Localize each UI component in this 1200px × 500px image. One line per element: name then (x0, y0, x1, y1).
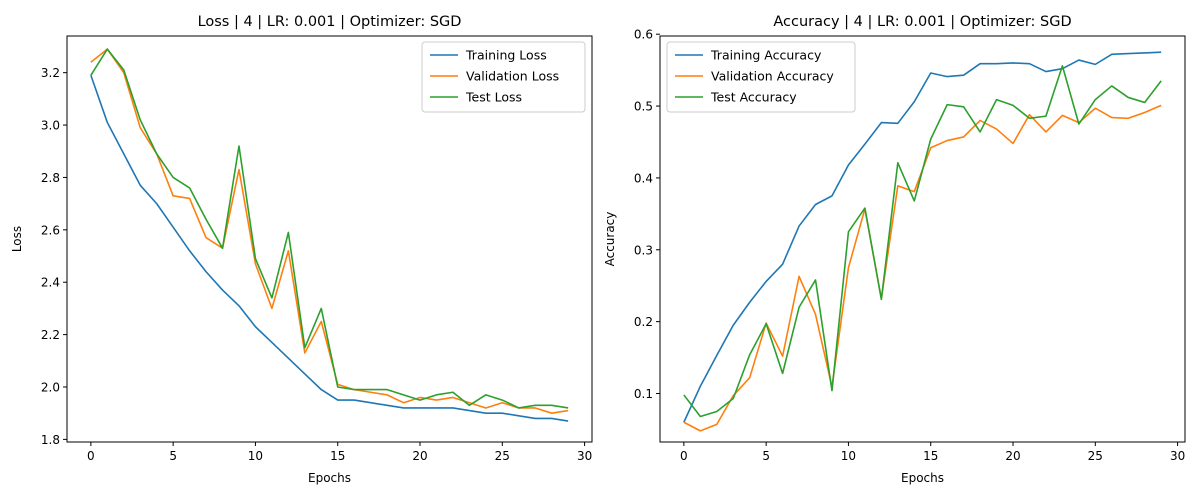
loss-chart: Loss | 4 | LR: 0.001 | Optimizer: SGD Ep… (10, 14, 593, 485)
loss-chart-xtick-label: 30 (577, 449, 592, 463)
loss-chart-xtick-label: 15 (330, 449, 345, 463)
loss-chart-series-line-2 (90, 48, 569, 414)
accuracy-chart-xtick-label: 15 (923, 449, 938, 463)
loss-chart-ylabel: Loss (10, 226, 24, 252)
loss-chart-xtick-label: 10 (248, 449, 263, 463)
accuracy-chart-ytick-label: 0.5 (634, 100, 653, 114)
accuracy-chart-ytick-label: 0.3 (634, 243, 653, 257)
accuracy-chart-xtick-label: 0 (680, 449, 688, 463)
accuracy-chart-xtick-label: 20 (1005, 449, 1020, 463)
loss-chart-ytick-label: 2.4 (41, 276, 60, 290)
loss-chart-series-line-1 (90, 75, 569, 422)
accuracy-chart-xtick-label: 25 (1088, 449, 1103, 463)
loss-chart-series (90, 48, 569, 422)
accuracy-chart-frame (659, 35, 1186, 443)
loss-chart-ytick-label: 1.8 (41, 433, 60, 447)
loss-chart-legend-label-3: Test Loss (465, 90, 522, 105)
accuracy-chart: Accuracy | 4 | LR: 0.001 | Optimizer: SG… (603, 14, 1186, 485)
loss-chart-frame (66, 35, 593, 443)
accuracy-chart-legend: Training Accuracy Validation Accuracy Test… (666, 41, 856, 113)
loss-chart-series-line-3 (90, 48, 569, 409)
loss-chart-title: Loss | 4 | LR: 0.001 | Optimizer: SGD (198, 14, 462, 30)
accuracy-chart-series-line-1 (683, 51, 1162, 423)
accuracy-chart-title: Accuracy | 4 | LR: 0.001 | Optimizer: SG… (773, 14, 1071, 30)
loss-chart-ytick-label: 2.8 (41, 171, 60, 185)
accuracy-chart-xtick-label: 5 (762, 449, 770, 463)
loss-chart-ytick-label: 2.6 (41, 223, 60, 237)
accuracy-chart-xlabel: Epochs (901, 471, 944, 485)
loss-chart-ytick-label: 3.2 (41, 66, 60, 80)
accuracy-chart-ticks: 0 5 10 15 20 25 30 0.1 0.2 0.3 0.4 0.5 0.6 (634, 28, 1185, 463)
accuracy-chart-legend-box (666, 41, 856, 113)
loss-chart-ytick-label: 3.0 (41, 119, 60, 133)
loss-chart-legend-box (421, 41, 586, 113)
loss-chart-xtick-label: 0 (87, 449, 95, 463)
loss-chart-ytick-label: 2.2 (41, 328, 60, 342)
accuracy-chart-ylabel: Accuracy (603, 212, 617, 267)
accuracy-chart-ytick-label: 0.2 (634, 315, 653, 329)
accuracy-chart-xtick-label: 30 (1170, 449, 1185, 463)
accuracy-chart-series-line-3 (683, 65, 1162, 418)
loss-chart-ticks: 0 5 10 15 20 25 30 1.8 2.0 2.2 2.4 2.6 2.8 3.0 3.2 (41, 66, 592, 463)
accuracy-chart-series-line-2 (683, 104, 1162, 432)
accuracy-chart-legend-label-1: Training Accuracy (710, 48, 822, 63)
accuracy-chart-series (683, 51, 1162, 432)
loss-chart-legend: Training Loss Validation Loss Test Loss (421, 41, 586, 113)
loss-chart-xtick-label: 20 (412, 449, 427, 463)
accuracy-chart-xtick-label: 10 (841, 449, 856, 463)
loss-chart-xlabel: Epochs (308, 471, 351, 485)
accuracy-chart-ytick-label: 0.1 (634, 387, 653, 401)
accuracy-chart-legend-label-2: Validation Accuracy (711, 69, 834, 84)
loss-chart-ytick-label: 2.0 (41, 380, 60, 394)
accuracy-chart-legend-label-3: Test Accuracy (710, 90, 797, 105)
loss-chart-xtick-label: 25 (495, 449, 510, 463)
loss-chart-legend-label-2: Validation Loss (466, 69, 559, 84)
accuracy-chart-ytick-label: 0.6 (634, 28, 653, 42)
loss-chart-legend-label-1: Training Loss (465, 48, 547, 63)
accuracy-chart-ytick-label: 0.4 (634, 171, 653, 185)
loss-chart-xtick-label: 5 (169, 449, 177, 463)
